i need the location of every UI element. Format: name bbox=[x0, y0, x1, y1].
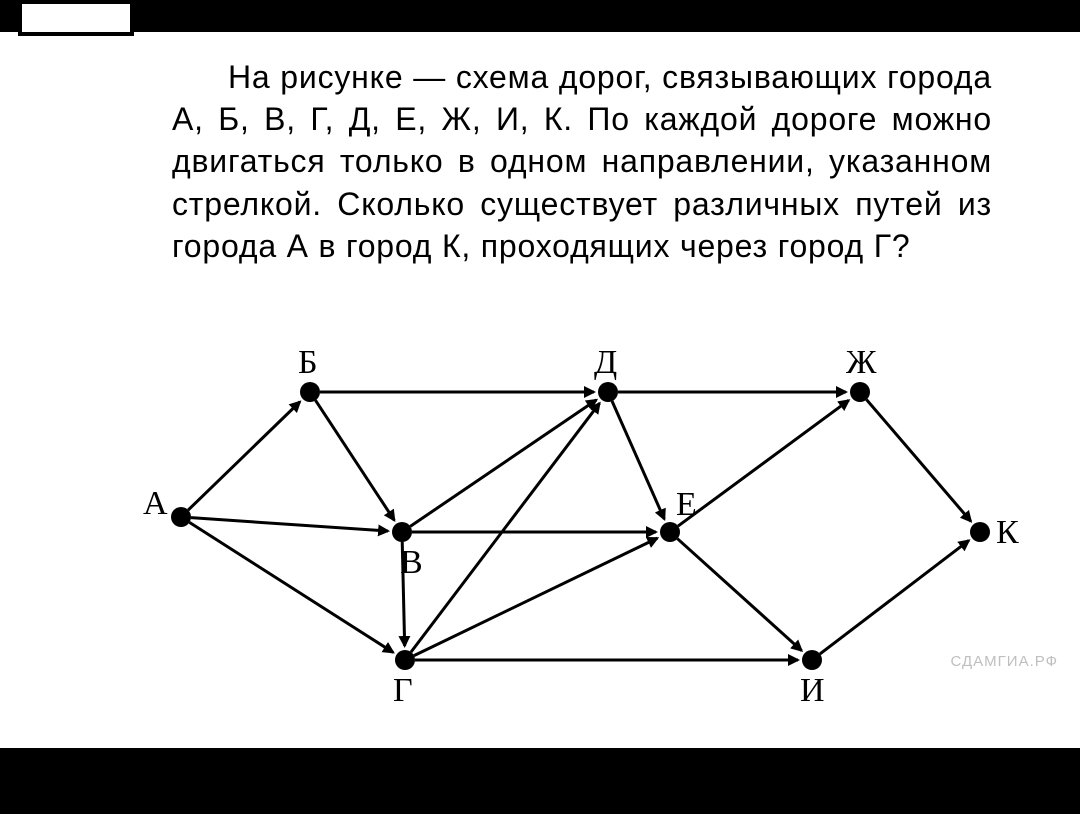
edge-E-I bbox=[677, 539, 801, 651]
node-label-I: И bbox=[800, 672, 825, 710]
edge-I-K bbox=[820, 540, 969, 653]
edge-G-D bbox=[411, 403, 600, 652]
edge-V-D bbox=[410, 400, 596, 527]
problem-text: На рисунке — схема дорог, связывающих го… bbox=[172, 56, 992, 267]
node-E bbox=[660, 522, 680, 542]
edge-B-V bbox=[315, 400, 394, 520]
edge-D-E bbox=[612, 401, 664, 519]
node-B bbox=[300, 382, 320, 402]
node-label-G: Г bbox=[393, 672, 413, 710]
node-K bbox=[970, 522, 990, 542]
edge-E-ZH bbox=[678, 400, 849, 526]
edge-A-V bbox=[191, 518, 388, 531]
node-G bbox=[395, 650, 415, 670]
graph-svg bbox=[0, 332, 1080, 752]
node-label-D: Д bbox=[594, 344, 617, 382]
node-I bbox=[802, 650, 822, 670]
node-A bbox=[171, 507, 191, 527]
node-label-K: К bbox=[996, 514, 1019, 552]
node-label-ZH: Ж bbox=[846, 344, 876, 382]
top-tab bbox=[18, 4, 134, 36]
node-V bbox=[392, 522, 412, 542]
node-label-A: А bbox=[143, 485, 168, 523]
road-graph: А Б В Г Д Е Ж И К bbox=[0, 332, 1080, 752]
edge-A-G bbox=[189, 522, 393, 652]
edge-G-E bbox=[414, 538, 657, 656]
node-label-B: Б bbox=[298, 344, 318, 382]
node-label-E: Е bbox=[676, 486, 697, 524]
watermark: СДАМГИА.РФ bbox=[951, 653, 1058, 670]
node-ZH bbox=[850, 382, 870, 402]
edge-ZH-K bbox=[867, 400, 971, 522]
node-label-V: В bbox=[400, 544, 423, 582]
edge-A-B bbox=[188, 402, 300, 510]
node-D bbox=[598, 382, 618, 402]
page: На рисунке — схема дорог, связывающих го… bbox=[0, 32, 1080, 748]
problem-paragraph: На рисунке — схема дорог, связывающих го… bbox=[172, 56, 992, 267]
